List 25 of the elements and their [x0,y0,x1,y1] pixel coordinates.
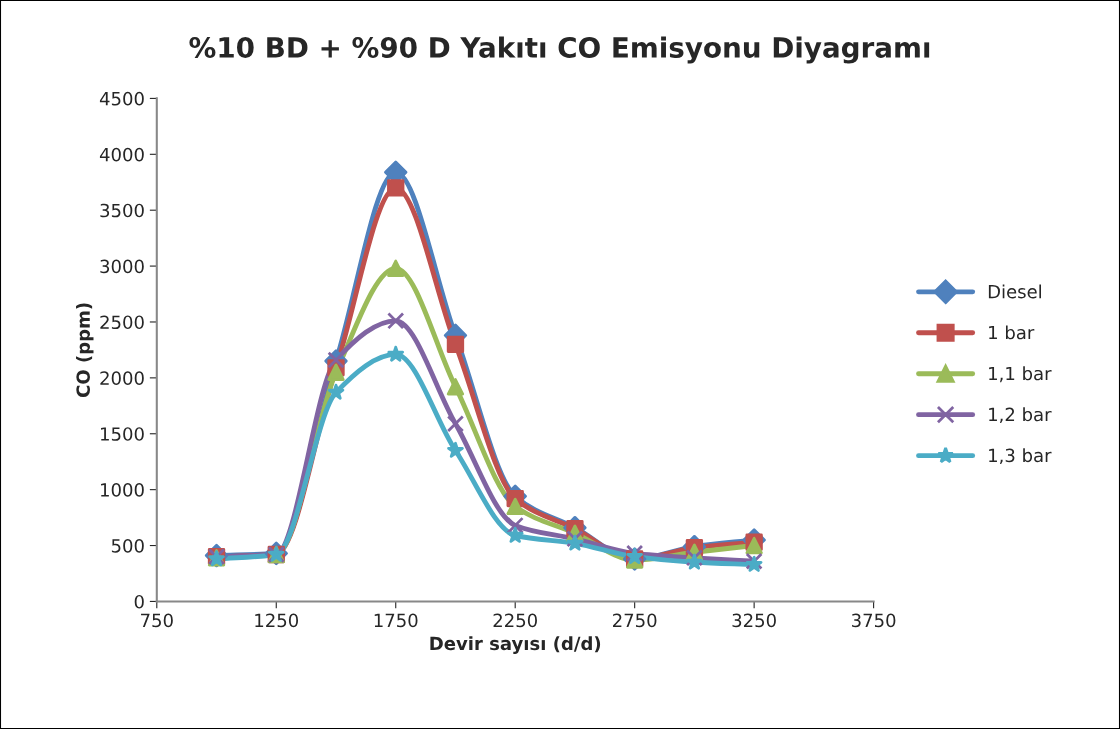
legend-label: 1 bar [989,325,1035,340]
y-tick-label: 500 [111,538,144,553]
x-tick-label: 1750 [374,613,418,628]
x-tick-label: 1250 [255,613,299,628]
x-tick-label: 3250 [732,613,776,628]
y-tick-label: 2500 [100,315,144,330]
legend-label: Diesel [988,284,1041,299]
x-tick-label: 3750 [852,613,896,628]
x-tick-label: 2250 [493,613,537,628]
y-tick-label: 3500 [100,203,144,218]
y-tick-label: 0 [134,594,144,609]
legend-label: 1,2 bar [989,407,1052,424]
y-tick-label: 3000 [100,259,144,274]
y-tick-label: 4000 [99,147,144,162]
x-tick-label: 2750 [613,613,657,628]
y-tick-label: 4500 [99,91,144,106]
legend-label: 1,1 bar [989,366,1052,383]
y-tick-label: 2000 [100,371,144,385]
y-axis-title: CO (ppm) [76,303,94,398]
y-tick-label: 1500 [101,427,144,441]
y-tick-label: 1000 [101,483,144,497]
x-axis-title: Devir sayısı (d/d) [430,636,601,654]
x-tick-label: 750 [141,613,173,628]
chart-title: %10 BD + %90 D Yakıtı CO Emisyonu Diyagramı [189,36,930,64]
legend-label: 1,3 bar [989,448,1052,465]
